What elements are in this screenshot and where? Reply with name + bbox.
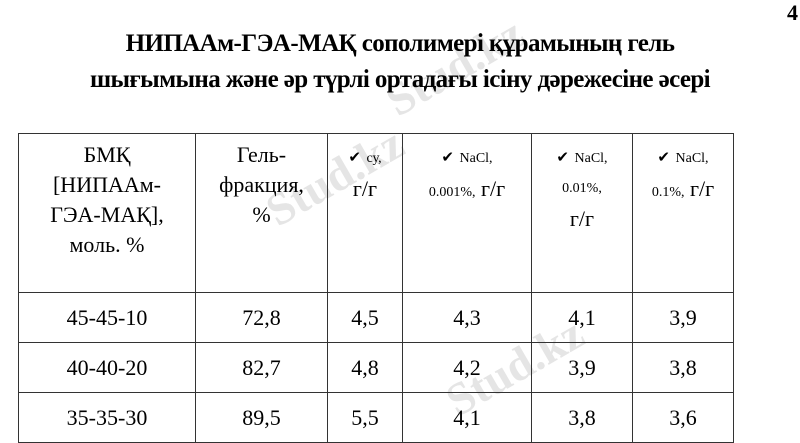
check-icon: ✔: [348, 150, 361, 166]
header-text: фракция,: [219, 172, 304, 197]
table-cell: 3,6: [632, 392, 734, 443]
title-line-1: НИПААм-ГЭА-МАҚ сополимері құрамының гель: [125, 30, 675, 57]
header-text: Гель-: [236, 142, 287, 167]
table-cell: 45-45-10: [18, 292, 196, 343]
table-cell: 4,8: [327, 342, 403, 393]
table-cell: 40-40-20: [18, 342, 196, 393]
header-text: г/г: [690, 176, 715, 201]
table-cell: 3,9: [632, 292, 734, 343]
header-row: БМҚ [НИПААм- ГЭА-МАҚ], моль. % Гель- фра…: [18, 133, 734, 293]
header-text: г/г: [352, 176, 378, 201]
page-number: 4: [787, 0, 798, 25]
check-icon: ✔: [441, 150, 454, 166]
table-cell: 72,8: [195, 292, 328, 343]
header-text: 0.01%,: [562, 181, 602, 196]
table-cell: 3,8: [632, 342, 734, 393]
header-composition: БМҚ [НИПААм- ГЭА-МАҚ], моль. %: [18, 133, 196, 293]
header-text: ГЭА-МАҚ],: [50, 202, 164, 227]
header-text: г/г: [569, 206, 595, 231]
header-text: %: [252, 202, 271, 227]
table-cell: 89,5: [195, 392, 328, 443]
header-text: NaCl,: [675, 151, 709, 166]
table-cell: 35-35-30: [18, 392, 196, 443]
header-nacl-01: ✔ NaCl, 0.1%, г/г: [632, 133, 734, 293]
check-icon: ✔: [657, 150, 670, 166]
header-nacl-0001: ✔ NaCl, 0.001%, г/г: [402, 133, 532, 293]
table-row: 35-35-30 89,5 5,5 4,1 3,8 3,6: [18, 392, 734, 443]
header-water: ✔ су, г/г: [327, 133, 403, 293]
table-cell: 3,9: [531, 342, 633, 393]
table-cell: 5,5: [327, 392, 403, 443]
header-text: NaCl,: [574, 151, 608, 166]
table-cell: 4,5: [327, 292, 403, 343]
title-line-2: шығымына және әр түрлі ортадағы ісіну дә…: [89, 66, 711, 93]
table-row: 45-45-10 72,8 4,5 4,3 4,1 3,9: [18, 292, 734, 343]
table-cell: 4,2: [402, 342, 532, 393]
header-text: БМҚ: [83, 142, 131, 167]
header-gel-fraction: Гель- фракция, %: [195, 133, 328, 293]
data-table: БМҚ [НИПААм- ГЭА-МАҚ], моль. % Гель- фра…: [18, 133, 734, 443]
header-nacl-001: ✔ NaCl, 0.01%, г/г: [531, 133, 633, 293]
table-cell: 3,8: [531, 392, 633, 443]
header-text: NaCl,: [459, 151, 493, 166]
table-cell: 82,7: [195, 342, 328, 393]
header-text: моль. %: [69, 232, 145, 257]
header-text: 0.001%,: [428, 185, 476, 200]
table-cell: 4,1: [531, 292, 633, 343]
table-cell: 4,3: [402, 292, 532, 343]
header-text: [НИПААм-: [52, 172, 161, 197]
header-text: г/г: [481, 176, 506, 201]
table-row: 40-40-20 82,7 4,8 4,2 3,9 3,8: [18, 342, 734, 393]
table-cell: 4,1: [402, 392, 532, 443]
check-icon: ✔: [556, 150, 569, 166]
header-text: 0.1%,: [651, 185, 685, 200]
header-text: су,: [366, 151, 382, 166]
